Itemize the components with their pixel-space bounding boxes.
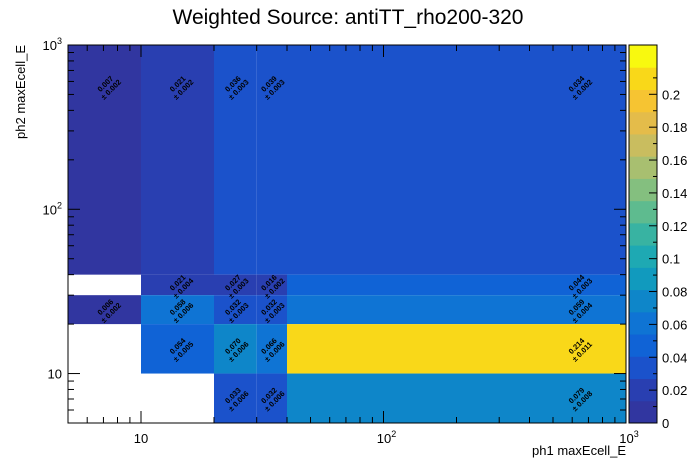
x-tick-label: 103 xyxy=(619,429,638,446)
colorbar-segment xyxy=(629,45,657,68)
colorbar-tick-label: 0.04 xyxy=(662,350,687,365)
colorbar-segment xyxy=(629,200,657,224)
heatmap-cell xyxy=(286,295,626,325)
heatmap-cell xyxy=(286,274,626,296)
colorbar-tick-label: 0.08 xyxy=(662,285,687,300)
heatmap-cell xyxy=(213,295,257,325)
colorbar-segment xyxy=(629,334,657,357)
heatmap-cell xyxy=(256,274,287,296)
x-tick-label: 10 xyxy=(134,431,148,446)
colorbar-segment xyxy=(629,356,657,380)
colorbar-tick-label: 0.02 xyxy=(662,383,687,398)
colorbar-tick-label: 0.1 xyxy=(662,252,680,267)
colorbar-segment xyxy=(629,400,657,424)
colorbar-tick-label: 0.2 xyxy=(662,87,680,102)
y-axis-ticks: 10 102 103 xyxy=(43,36,626,424)
colorbar-tick-label: 0.06 xyxy=(662,317,687,332)
heatmap-cell xyxy=(286,373,626,423)
heatmap-cell xyxy=(140,295,214,325)
colorbar-tick-label: 0 xyxy=(662,416,669,431)
chart-title: Weighted Source: antiTT_rho200-320 xyxy=(173,6,524,29)
colorbar-tick-label: 0.14 xyxy=(662,186,687,201)
heatmap-cell xyxy=(140,274,214,296)
heatmap-cell xyxy=(213,324,257,374)
colorbar-segment xyxy=(629,311,657,335)
y-tick-label: 102 xyxy=(43,200,62,217)
y-tick-label: 103 xyxy=(43,36,62,53)
colorbar-segment xyxy=(629,67,657,90)
plot-frame xyxy=(67,44,627,424)
colorbar-segment xyxy=(629,178,657,202)
heatmap-cell xyxy=(256,324,287,374)
heatmap-cells xyxy=(68,45,626,423)
x-axis-label: ph1 maxEcell_E xyxy=(532,443,626,458)
colorbar-frame xyxy=(628,44,658,424)
heatmap-cell xyxy=(286,324,626,374)
colorbar-segment xyxy=(629,222,657,246)
colorbar-tick-label: 0.12 xyxy=(662,219,687,234)
colorbar-segment xyxy=(629,267,657,291)
heatmap-cell xyxy=(213,373,257,423)
heatmap-cell xyxy=(256,45,626,275)
heatmap-cell xyxy=(68,45,141,275)
heatmap-cell xyxy=(256,373,287,423)
colorbar-segment xyxy=(629,156,657,179)
y-tick-label: 10 xyxy=(48,367,62,382)
x-tick-label: 102 xyxy=(377,429,396,446)
colorbar-segment xyxy=(629,289,657,313)
colorbar-tick-label: 0.18 xyxy=(662,120,687,135)
colorbar-segment xyxy=(629,245,657,268)
heatmap-cell xyxy=(256,295,287,325)
colorbar: 0 0.02 0.04 0.06 0.08 0.1 0.12 0.14 0.16 0.18 0.2 xyxy=(628,44,687,431)
colorbar-segment xyxy=(629,111,657,135)
colorbar-segment xyxy=(629,89,657,113)
heatmap-cell xyxy=(140,45,214,275)
colorbar-tick-label: 0.16 xyxy=(662,153,687,168)
heatmap-cell xyxy=(213,45,257,275)
x-axis-ticks: 10 102 103 xyxy=(67,45,639,446)
colorbar-segment xyxy=(629,378,657,402)
colorbar-segment xyxy=(629,133,657,157)
y-axis-label: ph2 maxEcell_E xyxy=(13,45,28,139)
heatmap-cell xyxy=(68,295,141,325)
heatmap-cell xyxy=(140,324,214,374)
heatmap-cell xyxy=(213,274,257,296)
